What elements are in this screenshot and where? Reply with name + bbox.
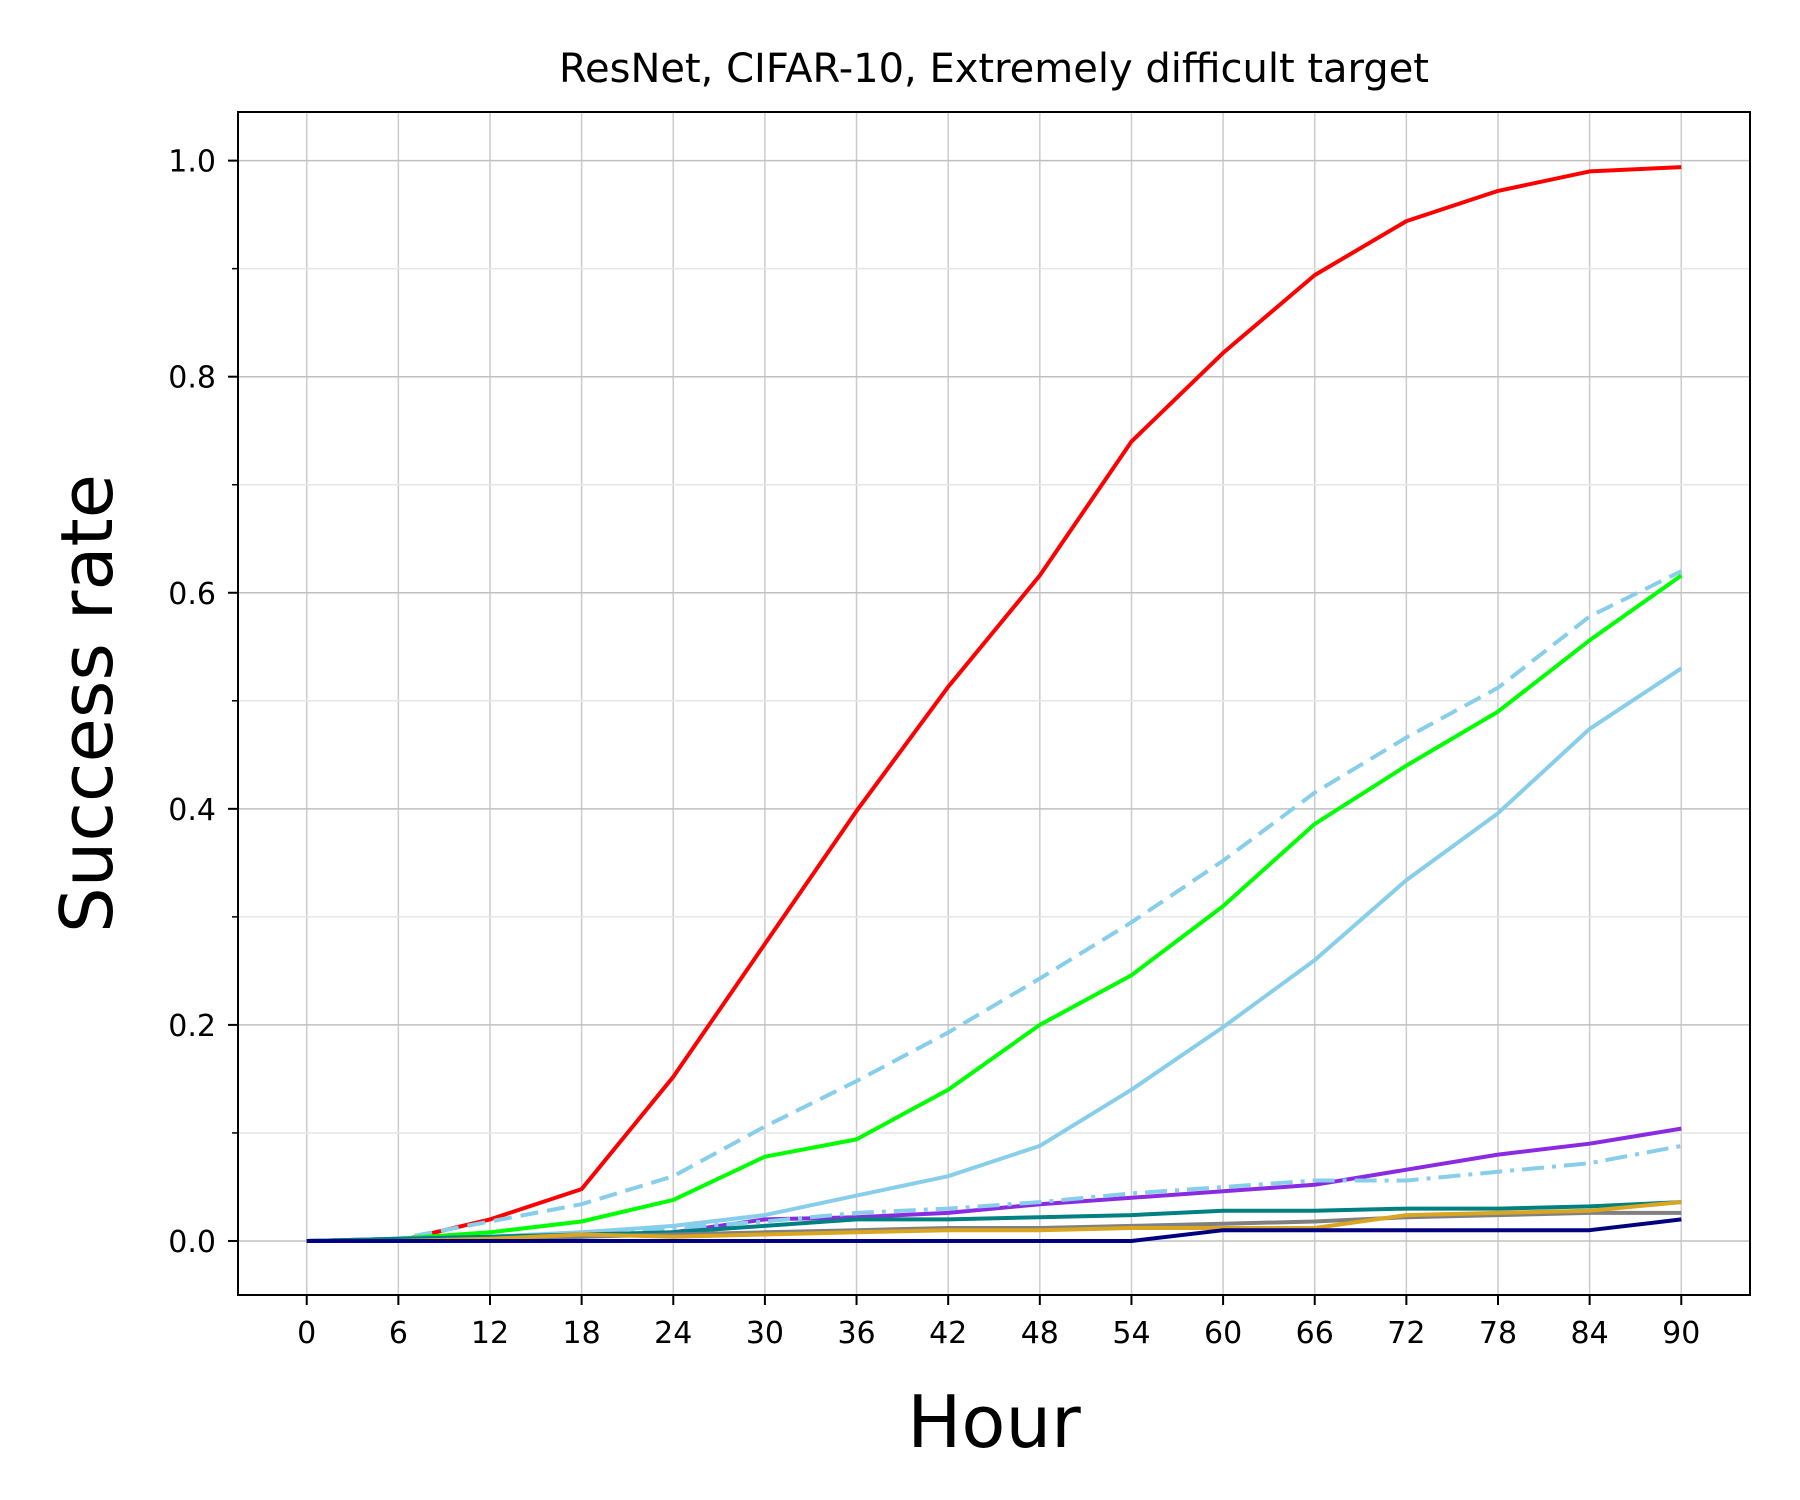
series-line-2 xyxy=(306,569,1683,1243)
x-tick-label: 84 xyxy=(1571,1316,1609,1351)
series-line-3 xyxy=(306,573,1683,1243)
series-group xyxy=(306,165,1683,1243)
y-tick-label: 1.0 xyxy=(168,145,216,180)
y-tick-label: 0.4 xyxy=(168,793,216,828)
x-tick-label: 6 xyxy=(389,1316,408,1351)
x-axis-label: Hour xyxy=(907,1380,1081,1464)
x-tick-label: 0 xyxy=(297,1316,316,1351)
x-tick-label: 12 xyxy=(471,1316,509,1351)
grid xyxy=(238,112,1750,1295)
x-tick-label: 36 xyxy=(837,1316,875,1351)
x-tick-label: 18 xyxy=(563,1316,601,1351)
chart-title: ResNet, CIFAR-10, Extremely difficult ta… xyxy=(559,46,1429,92)
x-tick-label: 30 xyxy=(746,1316,784,1351)
x-tick-label: 42 xyxy=(929,1316,967,1351)
series-line-10 xyxy=(306,1217,1682,1243)
y-axis-label: Success rate xyxy=(45,474,129,933)
x-tick-label: 66 xyxy=(1296,1316,1334,1351)
x-tick-label: 60 xyxy=(1204,1316,1242,1351)
y-tick-label: 0.8 xyxy=(168,361,216,396)
series-line-1 xyxy=(306,165,1682,1243)
series-line-9 xyxy=(306,1200,1682,1243)
x-tick-label: 72 xyxy=(1387,1316,1425,1351)
x-tick-label: 48 xyxy=(1021,1316,1059,1351)
x-tick-label: 90 xyxy=(1662,1316,1700,1351)
x-tick-label: 54 xyxy=(1112,1316,1150,1351)
y-tick-label: 0.0 xyxy=(168,1225,216,1260)
plot-frame xyxy=(237,111,1751,1296)
x-tick-label: 78 xyxy=(1479,1316,1517,1351)
ticks: 0 6 12 18 24 30 36 42 48 54 60 66 72 78 84 90 0.0 0.2 0.4 0… xyxy=(168,145,1700,1351)
y-tick-label: 0.6 xyxy=(168,577,216,612)
y-tick-label: 0.2 xyxy=(168,1009,216,1044)
x-tick-label: 24 xyxy=(654,1316,692,1351)
